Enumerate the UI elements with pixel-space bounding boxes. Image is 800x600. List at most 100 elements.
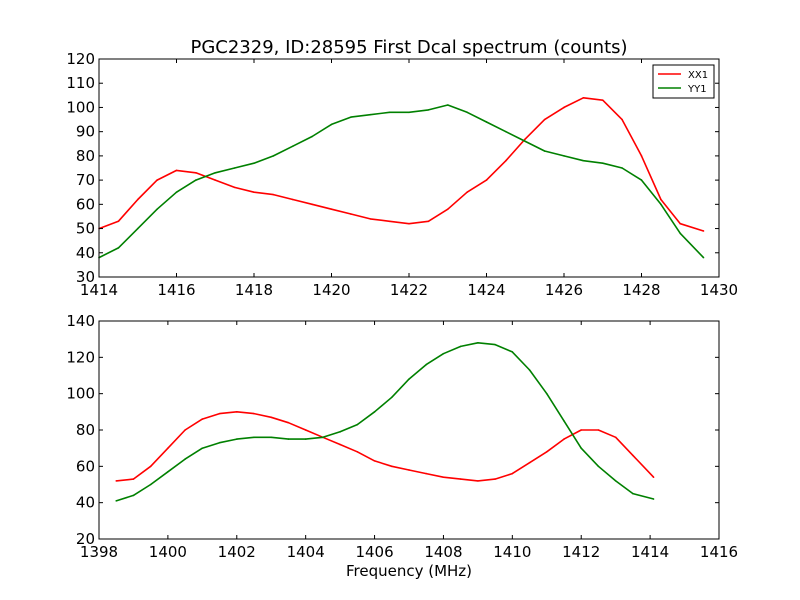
data-point-xx1 (304, 429, 307, 431)
data-point-xx1 (640, 155, 643, 157)
data-point-xx1 (270, 416, 273, 419)
x-tick-label: 1410 (493, 543, 531, 561)
data-point-xx1 (201, 418, 204, 420)
data-point-yy1 (563, 420, 565, 422)
data-point-yy1 (408, 378, 410, 380)
series-line-yy1 (115, 341, 654, 502)
y-tick-label: 100 (66, 98, 95, 116)
data-point-xx1 (621, 118, 623, 121)
data-point-yy1 (614, 480, 617, 482)
data-point-yy1 (330, 123, 333, 126)
data-point-yy1 (660, 203, 662, 206)
data-point-yy1 (350, 116, 352, 118)
data-point-yy1 (235, 438, 238, 440)
data-point-xx1 (505, 159, 507, 162)
data-point-yy1 (214, 172, 217, 174)
x-tick-label: 1420 (312, 281, 350, 299)
data-point-yy1 (304, 438, 307, 440)
data-point-yy1 (390, 396, 393, 399)
data-point-yy1 (339, 431, 341, 433)
data-point-yy1 (459, 345, 462, 348)
data-point-yy1 (253, 436, 255, 439)
y-tick-label: 60 (76, 195, 95, 213)
data-point-xx1 (149, 465, 152, 468)
data-point-yy1 (167, 470, 169, 473)
data-point-yy1 (477, 342, 479, 344)
data-point-yy1 (543, 150, 546, 152)
x-tick-label: 1418 (235, 281, 273, 299)
data-point-yy1 (679, 232, 682, 235)
data-point-yy1 (373, 411, 376, 413)
y-tick-label: 90 (76, 123, 95, 141)
legend-label-xx1: XX1 (688, 70, 708, 81)
data-point-yy1 (652, 498, 655, 500)
data-point-yy1 (136, 227, 139, 230)
data-point-yy1 (466, 111, 468, 114)
data-point-xx1 (373, 460, 376, 462)
data-point-xx1 (543, 118, 546, 121)
series-line-yy1 (98, 104, 705, 259)
data-point-xx1 (494, 478, 496, 480)
data-point-yy1 (233, 167, 236, 169)
data-point-yy1 (270, 436, 273, 439)
data-point-yy1 (115, 500, 118, 502)
y-tick-label: 140 (66, 312, 95, 330)
data-point-xx1 (117, 220, 120, 223)
y-tick-label: 30 (76, 268, 95, 286)
data-point-yy1 (505, 130, 507, 133)
data-point-xx1 (233, 186, 236, 189)
data-point-yy1 (563, 155, 565, 157)
data-point-xx1 (287, 421, 290, 424)
data-point-yy1 (511, 351, 514, 353)
data-point-xx1 (660, 198, 662, 201)
y-tick-label: 120 (66, 50, 95, 68)
data-point-xx1 (136, 198, 139, 201)
data-point-yy1 (442, 352, 445, 355)
data-point-xx1 (156, 179, 158, 181)
y-tick-label: 40 (76, 244, 95, 262)
x-tick-label: 1398 (80, 543, 118, 561)
y-tick-label: 70 (76, 171, 95, 189)
data-point-yy1 (253, 162, 255, 164)
data-point-yy1 (427, 109, 430, 111)
data-point-yy1 (485, 121, 488, 123)
data-point-yy1 (195, 179, 197, 181)
y-tick-label: 50 (76, 220, 95, 238)
data-point-yy1 (132, 494, 135, 497)
x-tick-label: 1428 (622, 281, 660, 299)
data-point-yy1 (272, 155, 275, 157)
data-point-xx1 (195, 172, 197, 174)
data-point-yy1 (597, 465, 600, 468)
top-chart: 1414 1416 1418 1420 1422 1424 1426 1428 1430 30 40… (66, 37, 738, 299)
data-point-yy1 (545, 392, 548, 395)
data-point-xx1 (679, 222, 682, 225)
data-point-xx1 (369, 218, 372, 220)
data-point-yy1 (580, 447, 583, 449)
data-point-xx1 (446, 208, 449, 210)
data-point-yy1 (446, 104, 449, 106)
y-tick-label: 60 (76, 457, 95, 475)
data-point-xx1 (291, 198, 294, 201)
data-point-xx1 (632, 454, 634, 457)
data-point-xx1 (175, 169, 178, 172)
data-point-xx1 (132, 478, 135, 480)
data-point-xx1 (408, 469, 410, 471)
x-tick-label: 1402 (218, 543, 256, 561)
data-point-yy1 (356, 423, 359, 426)
data-point-xx1 (459, 478, 462, 480)
data-point-yy1 (149, 483, 152, 486)
data-point-xx1 (167, 447, 169, 449)
data-point-yy1 (388, 111, 391, 114)
data-point-yy1 (322, 436, 324, 439)
data-point-xx1 (477, 480, 479, 482)
x-tick-label: 1430 (700, 281, 738, 299)
x-axis-label: Frequency (MHz) (346, 562, 472, 580)
y-tick-label: 110 (66, 74, 95, 92)
x-tick-label: 1414 (80, 281, 118, 299)
data-point-xx1 (272, 193, 275, 196)
data-point-xx1 (524, 138, 527, 140)
data-point-xx1 (356, 451, 359, 453)
chart-title: PGC2329, ID:28595 First Dcal spectrum (c… (190, 37, 627, 58)
